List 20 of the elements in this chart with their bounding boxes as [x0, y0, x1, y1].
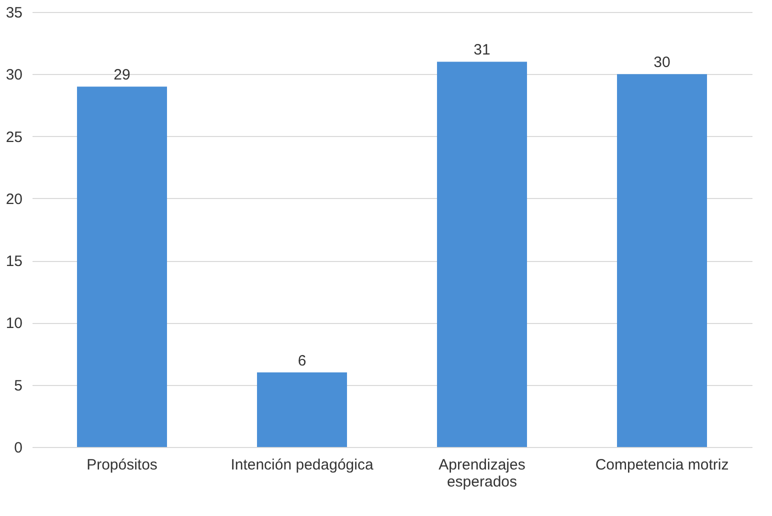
x-tick-label: Intención pedagógica — [230, 456, 374, 474]
y-tick-label: 15 — [6, 253, 22, 270]
y-tick-label: 10 — [6, 315, 22, 332]
bar — [257, 372, 347, 447]
y-tick-label: 35 — [6, 4, 22, 22]
x-tick-label: Propósitos — [86, 456, 158, 474]
y-tick-label: 0 — [14, 440, 22, 456]
bar — [77, 86, 167, 447]
bar — [617, 74, 707, 447]
y-tick-label: 5 — [14, 377, 22, 394]
data-label: 6 — [298, 352, 306, 370]
bar — [437, 62, 527, 447]
y-tick-label: 20 — [6, 190, 22, 208]
y-tick-label: 30 — [6, 66, 22, 84]
x-tick-label: Competencia motriz — [595, 456, 729, 474]
data-label: 30 — [654, 54, 670, 72]
data-label: 29 — [114, 66, 130, 84]
data-label: 31 — [474, 42, 490, 59]
y-tick-label: 25 — [6, 128, 22, 146]
x-tick-label: Aprendizajes esperados — [438, 456, 526, 490]
